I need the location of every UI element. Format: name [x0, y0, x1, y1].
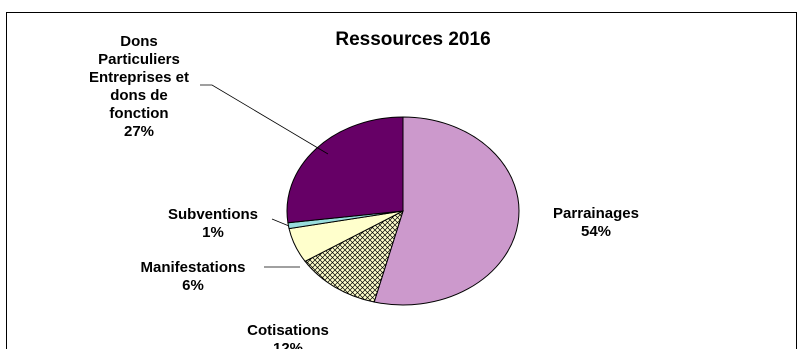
pie-slices [286, 116, 520, 306]
chart-frame [6, 12, 797, 349]
leader-lines [200, 84, 329, 268]
slice-label-manifestations: Manifestations 6% [140, 259, 245, 294]
pie-slice-parrainages [373, 116, 520, 306]
slice-label-parrainages: Parrainages 54% [553, 205, 639, 240]
leader-line-dons [200, 84, 329, 155]
slice-label-cotisations: Cotisations 12% [247, 322, 329, 349]
pie-slice-dons [286, 116, 404, 224]
leader-line-subventions [271, 218, 290, 227]
pie-slice-cotisations [304, 210, 404, 303]
slice-label-dons: Dons Particuliers Entreprises et dons de fon… [89, 33, 189, 140]
slice-label-subventions: Subventions 1% [168, 206, 258, 241]
slice-labels: Parrainages 54% Cotisations 12% Manifestatio… [89, 33, 639, 349]
chart-title: Ressources 2016 [335, 29, 490, 50]
